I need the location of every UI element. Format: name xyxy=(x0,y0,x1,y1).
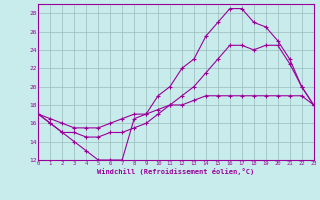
X-axis label: Windchill (Refroidissement éolien,°C): Windchill (Refroidissement éolien,°C) xyxy=(97,168,255,175)
